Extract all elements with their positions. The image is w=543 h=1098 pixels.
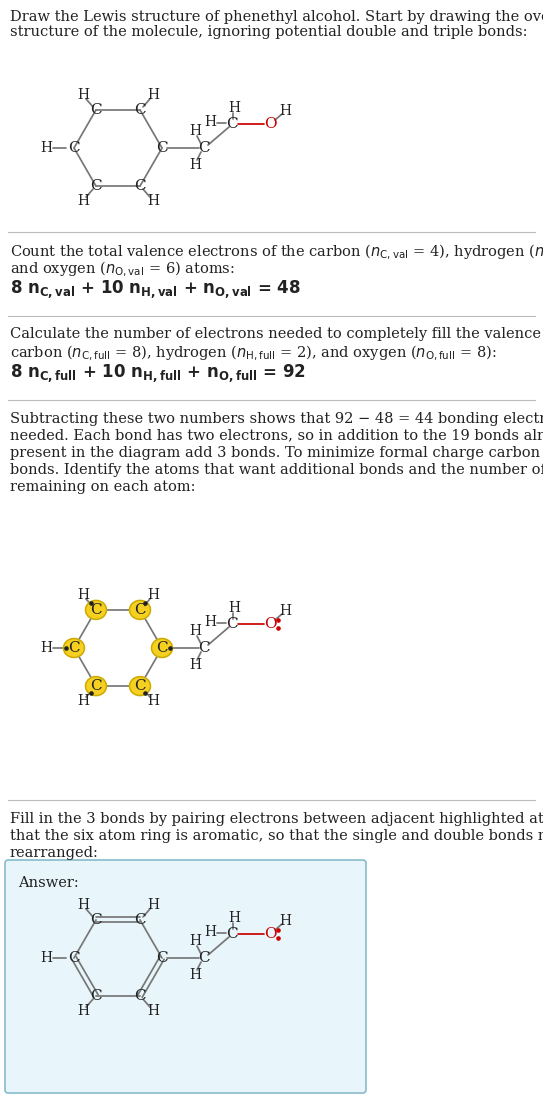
Text: H: H	[147, 587, 159, 602]
Text: C: C	[156, 141, 168, 155]
Text: O: O	[264, 617, 276, 631]
Text: H: H	[228, 101, 240, 115]
Text: H: H	[77, 694, 89, 708]
FancyBboxPatch shape	[5, 860, 366, 1093]
Text: and oxygen ($n_\mathrm{O,val}$ = 6) atoms:: and oxygen ($n_\mathrm{O,val}$ = 6) atom…	[10, 260, 235, 279]
Text: H: H	[228, 911, 240, 925]
Text: H: H	[189, 624, 201, 638]
Text: H: H	[279, 104, 291, 117]
Text: C: C	[198, 951, 210, 965]
Text: H: H	[147, 1004, 159, 1018]
Text: O: O	[264, 117, 276, 131]
Text: C: C	[68, 951, 80, 965]
Text: C: C	[90, 603, 102, 617]
Text: C: C	[134, 103, 146, 116]
Text: C: C	[226, 617, 238, 631]
Ellipse shape	[64, 639, 85, 658]
Text: Answer:: Answer:	[18, 876, 79, 890]
Text: C: C	[90, 103, 102, 116]
Text: C: C	[90, 989, 102, 1004]
Text: C: C	[134, 679, 146, 693]
Text: Draw the Lewis structure of phenethyl alcohol. Start by drawing the overall: Draw the Lewis structure of phenethyl al…	[10, 10, 543, 24]
Ellipse shape	[129, 676, 150, 696]
Text: H: H	[189, 658, 201, 672]
Text: H: H	[40, 641, 52, 656]
Text: C: C	[68, 141, 80, 155]
Text: C: C	[156, 951, 168, 965]
Text: C: C	[156, 641, 168, 656]
Text: H: H	[204, 615, 216, 629]
Text: H: H	[228, 601, 240, 615]
Text: C: C	[90, 912, 102, 927]
Text: H: H	[189, 124, 201, 138]
Text: H: H	[279, 604, 291, 618]
Text: present in the diagram add 3 bonds. To minimize formal charge carbon wants 4: present in the diagram add 3 bonds. To m…	[10, 446, 543, 460]
Text: C: C	[226, 117, 238, 131]
Text: C: C	[134, 912, 146, 927]
Text: H: H	[147, 898, 159, 912]
Ellipse shape	[129, 601, 150, 619]
Text: H: H	[147, 694, 159, 708]
Text: O: O	[264, 927, 276, 941]
Text: H: H	[40, 951, 52, 965]
Text: H: H	[279, 914, 291, 928]
Ellipse shape	[85, 676, 106, 696]
Text: H: H	[204, 925, 216, 939]
Text: C: C	[198, 141, 210, 155]
Text: H: H	[40, 141, 52, 155]
Text: C: C	[134, 179, 146, 193]
Text: C: C	[198, 641, 210, 656]
Text: C: C	[90, 679, 102, 693]
Text: C: C	[90, 179, 102, 193]
Text: H: H	[77, 1004, 89, 1018]
Text: that the six atom ring is aromatic, so that the single and double bonds may be: that the six atom ring is aromatic, so t…	[10, 829, 543, 843]
Text: $\mathbf{8}$ $\mathbf{n}_\mathbf{C,val}$ + $\mathbf{10}$ $\mathbf{n}_\mathbf{H,v: $\mathbf{8}$ $\mathbf{n}_\mathbf{C,val}$…	[10, 278, 301, 300]
Text: Calculate the number of electrons needed to completely fill the valence shells f: Calculate the number of electrons needed…	[10, 327, 543, 341]
Text: rearranged:: rearranged:	[10, 845, 99, 860]
Text: H: H	[204, 115, 216, 128]
Text: H: H	[147, 194, 159, 209]
Text: Count the total valence electrons of the carbon ($n_\mathrm{C,val}$ = 4), hydrog: Count the total valence electrons of the…	[10, 243, 543, 262]
Text: carbon ($n_\mathrm{C,full}$ = 8), hydrogen ($n_\mathrm{H,full}$ = 2), and oxygen: carbon ($n_\mathrm{C,full}$ = 8), hydrog…	[10, 344, 496, 363]
Text: H: H	[147, 88, 159, 102]
Text: needed. Each bond has two electrons, so in addition to the 19 bonds already: needed. Each bond has two electrons, so …	[10, 429, 543, 442]
Text: Subtracting these two numbers shows that 92 − 48 = 44 bonding electrons are: Subtracting these two numbers shows that…	[10, 412, 543, 426]
Text: H: H	[77, 898, 89, 912]
Text: structure of the molecule, ignoring potential double and triple bonds:: structure of the molecule, ignoring pote…	[10, 25, 527, 40]
Text: H: H	[77, 587, 89, 602]
Text: C: C	[134, 603, 146, 617]
Text: H: H	[77, 194, 89, 209]
Text: H: H	[189, 934, 201, 948]
Text: H: H	[77, 88, 89, 102]
Text: remaining on each atom:: remaining on each atom:	[10, 480, 195, 494]
Text: C: C	[226, 927, 238, 941]
Text: H: H	[189, 158, 201, 172]
Ellipse shape	[151, 639, 173, 658]
Text: C: C	[134, 989, 146, 1004]
Ellipse shape	[85, 601, 106, 619]
Text: $\mathbf{8}$ $\mathbf{n}_\mathbf{C,full}$ + $\mathbf{10}$ $\mathbf{n}_\mathbf{H,: $\mathbf{8}$ $\mathbf{n}_\mathbf{C,full}…	[10, 362, 306, 384]
Text: C: C	[68, 641, 80, 656]
Text: Fill in the 3 bonds by pairing electrons between adjacent highlighted atoms. Not: Fill in the 3 bonds by pairing electrons…	[10, 813, 543, 826]
Text: H: H	[189, 968, 201, 982]
Text: bonds. Identify the atoms that want additional bonds and the number of electrons: bonds. Identify the atoms that want addi…	[10, 463, 543, 477]
